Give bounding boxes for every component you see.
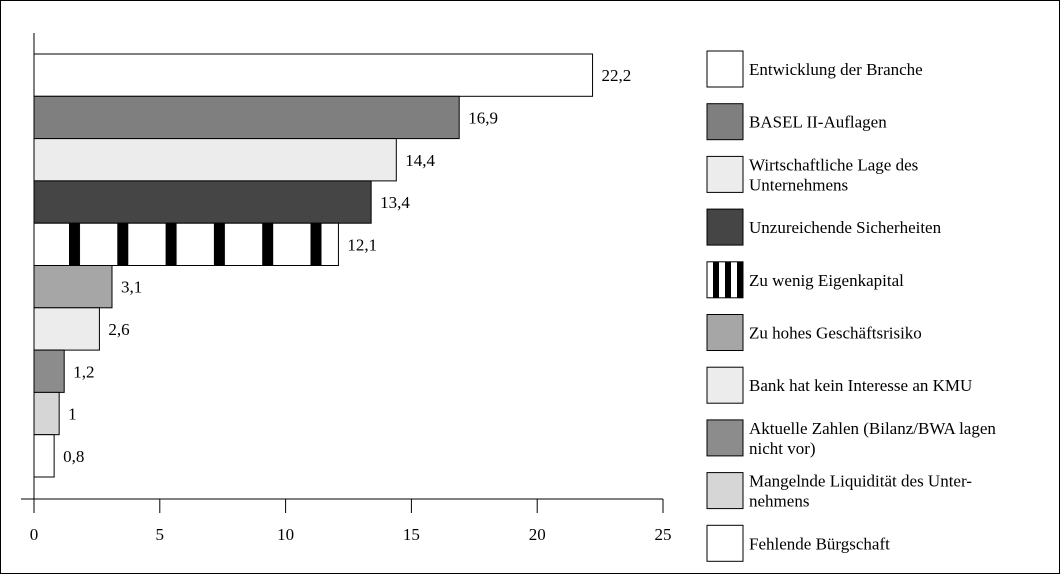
legend-swatch [706, 261, 744, 299]
legend-label: Mangelnde Liquidität des Unter- [749, 472, 972, 491]
legend-item: Zu wenig Eigenkapital [706, 261, 904, 299]
legend-swatch [706, 524, 744, 562]
x-tick-label: 5 [156, 525, 165, 544]
legend-label: Entwicklung der Branche [749, 60, 923, 79]
bar-3 [33, 138, 397, 182]
legend-item: Mangelnde Liquidität des Unter-nehmens [706, 472, 972, 511]
legend-swatch [706, 155, 744, 193]
legend-swatch [706, 314, 744, 351]
legend-swatch [706, 366, 744, 404]
x-tick-label: 25 [655, 525, 672, 544]
bar-10 [33, 434, 55, 478]
x-tick-label: 20 [529, 525, 546, 544]
bar-value-label: 14,4 [405, 151, 435, 170]
legend-item: Fehlende Bürgschaft [706, 524, 890, 562]
legend-item: Unzureichende Sicherheiten [706, 208, 942, 246]
bar-8 [33, 349, 65, 393]
legend-label: Unternehmens [749, 175, 848, 194]
bar-2 [33, 95, 460, 140]
legend-label: Bank hat kein Interesse an KMU [749, 376, 972, 395]
legend-swatch [706, 208, 744, 246]
bar-value-label: 2,6 [108, 320, 129, 339]
legend-label: BASEL II-Auflagen [749, 113, 887, 132]
x-tick-label: 10 [277, 525, 294, 544]
bar-1 [33, 53, 594, 97]
bar-value-label: 0,8 [63, 447, 84, 466]
legend-label: Fehlende Bürgschaft [749, 534, 890, 553]
bar-value-label: 13,4 [380, 193, 410, 212]
bar-value-label: 1 [68, 405, 77, 424]
axis-layer: 0 5 10 15 20 25 [21, 33, 672, 544]
legend-swatch [706, 419, 744, 457]
legend-swatch [706, 50, 744, 88]
bar-value-label: 3,1 [121, 278, 142, 297]
legend-item: Entwicklung der Branche [706, 50, 923, 88]
bar-4 [33, 180, 372, 224]
legend-swatch [706, 103, 744, 141]
x-tick-label: 0 [30, 525, 39, 544]
bar-6 [33, 265, 113, 309]
legend-item: BASEL II-Auflagen [706, 103, 887, 141]
bars-layer: 22,2 16,9 14,4 13,4 12,1 3,1 2,6 1,2 1 0,8 [33, 53, 632, 478]
bar-7 [33, 307, 100, 351]
legend-label: nicht vor) [749, 439, 816, 458]
bar-5 [33, 222, 339, 266]
legend-label: Zu wenig Eigenkapital [749, 271, 904, 290]
legend-item: Zu hohes Geschäftsrisiko [706, 314, 922, 351]
bar-value-label: 12,1 [347, 235, 377, 254]
legend-label: Zu hohes Geschäftsrisiko [749, 324, 922, 343]
legend-label: nehmens [749, 492, 809, 511]
bar-value-label: 16,9 [468, 108, 498, 127]
legend-swatch [706, 472, 744, 510]
legend-label: Aktuelle Zahlen (Bilanz/BWA lagen [749, 419, 996, 438]
legend-label: Wirtschaftliche Lage des [749, 155, 918, 174]
legend: Entwicklung der Branche BASEL II-Auflagen… [706, 50, 996, 562]
bar-value-label: 1,2 [73, 362, 94, 381]
legend-item: Bank hat kein Interesse an KMU [706, 366, 972, 404]
x-tick-label: 15 [403, 525, 420, 544]
bar-value-label: 22,2 [602, 66, 632, 85]
legend-label: Unzureichende Sicherheiten [749, 218, 942, 237]
bar-9 [33, 391, 60, 436]
